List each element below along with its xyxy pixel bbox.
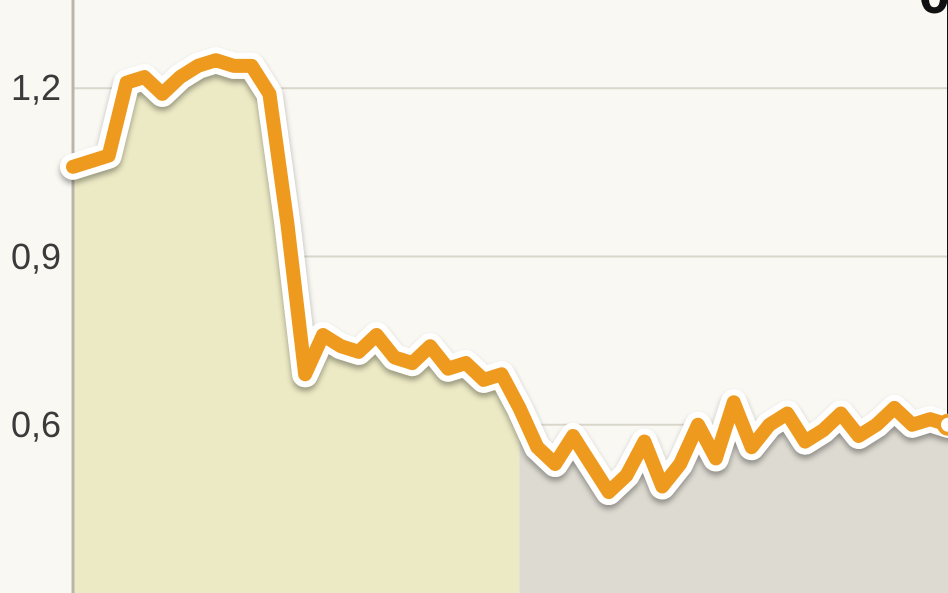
y-tick-label: 0,6: [0, 404, 61, 446]
chart-canvas: [0, 0, 948, 593]
area-fill: [73, 60, 948, 593]
y-tick-label: 1,2: [0, 67, 61, 109]
callout-value: 0,6: [918, 0, 948, 27]
line-chart: 0,6 0,9 1,2 0,6: [0, 0, 948, 593]
y-tick-label: 0,9: [0, 236, 61, 278]
